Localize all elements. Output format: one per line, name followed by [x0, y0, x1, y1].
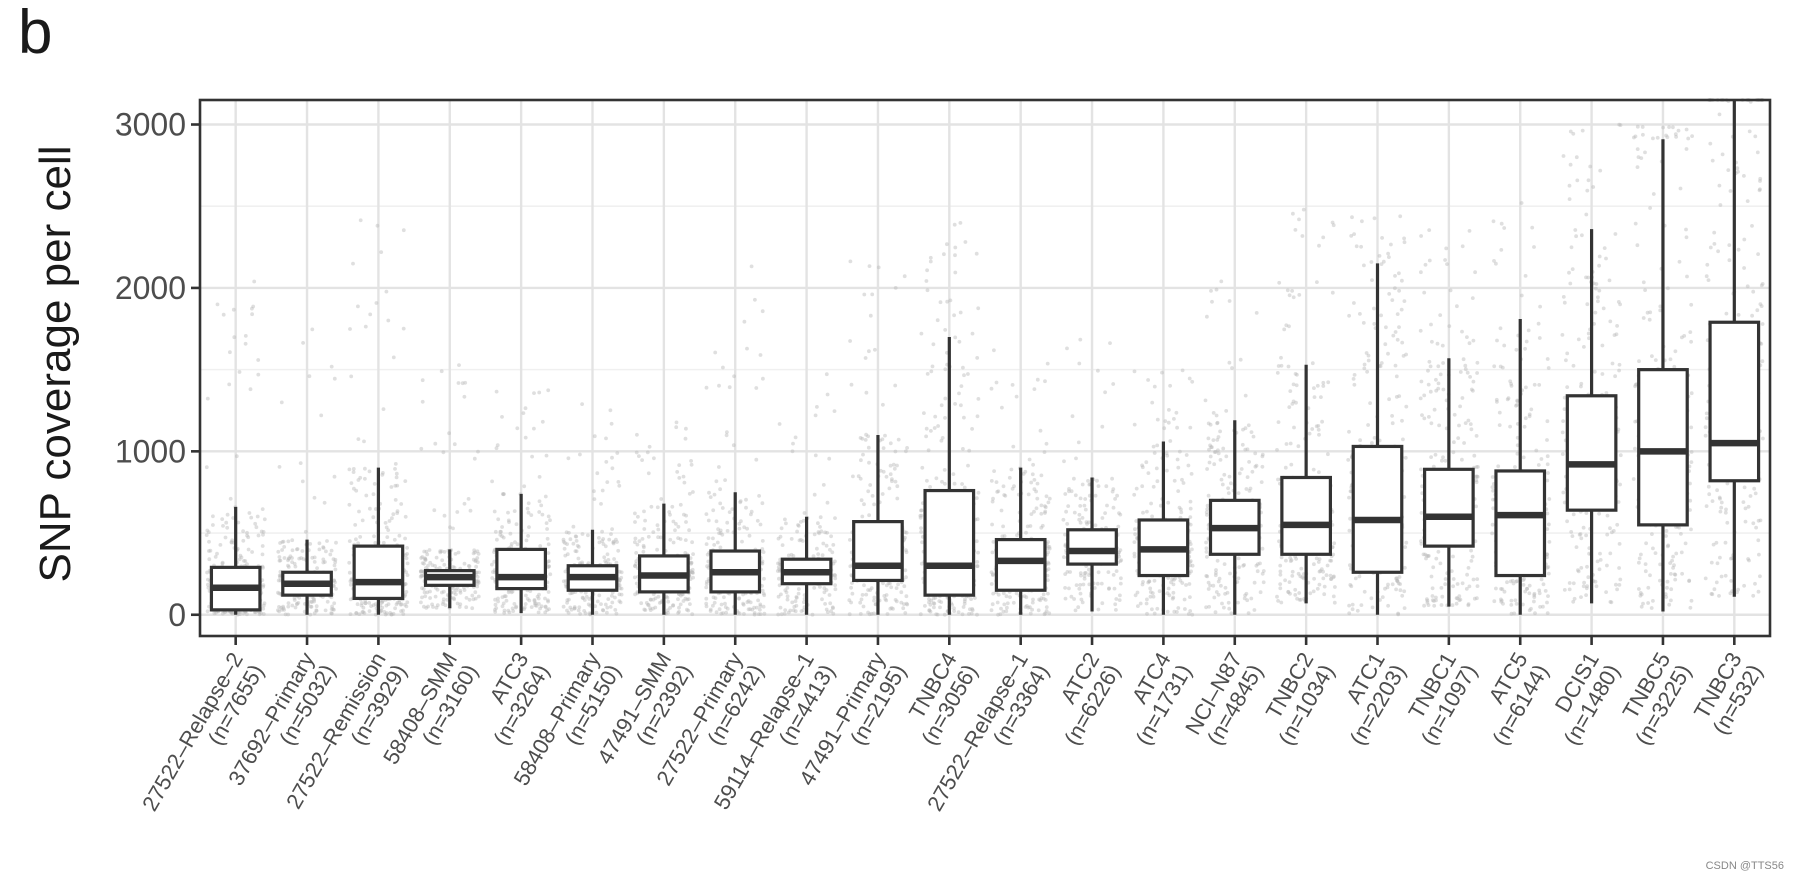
- y-tick-label: 2000: [115, 270, 186, 306]
- box-11: [994, 537, 1047, 592]
- box-20: [1637, 368, 1689, 527]
- box-16: [1351, 444, 1404, 574]
- box-17: [1422, 467, 1475, 548]
- x-tick-label-12: ATC2(n=6226): [1038, 648, 1125, 749]
- box-12: [1066, 528, 1118, 566]
- x-tick-label-18: ATC5(n=6144): [1467, 648, 1554, 749]
- x-tick-label-13: ATC4(n=1731): [1110, 648, 1197, 749]
- box-19: [1565, 394, 1618, 512]
- box-15: [1280, 475, 1332, 556]
- box-2: [352, 544, 405, 601]
- x-tick-label-19: DCIS1(n=1480): [1538, 648, 1625, 749]
- watermark: CSDN @TTS56: [1705, 860, 1784, 872]
- box-9: [852, 520, 904, 583]
- x-tick-label-16: ATC1(n=2203): [1324, 648, 1411, 749]
- x-tick-label-15: TNBC2(n=1034): [1252, 648, 1339, 749]
- box-4: [495, 547, 548, 591]
- box-21: [1708, 320, 1761, 483]
- x-tick-label-21: TNBC3(n=532): [1687, 648, 1768, 739]
- panel-label: b: [18, 0, 53, 67]
- plot-frame: [198, 98, 1772, 638]
- x-tick-label-14: NCI–N87(n=4845): [1180, 648, 1268, 751]
- x-tick-label-17: TNBC1(n=1097): [1395, 648, 1482, 749]
- y-tick-label: 3000: [115, 107, 186, 143]
- y-tick-label: 0: [168, 597, 186, 633]
- box-18: [1494, 469, 1547, 578]
- x-tick-label-20: TNBC5(n=3225): [1609, 648, 1696, 749]
- box-10: [923, 488, 976, 597]
- y-tick-label: 1000: [115, 433, 186, 469]
